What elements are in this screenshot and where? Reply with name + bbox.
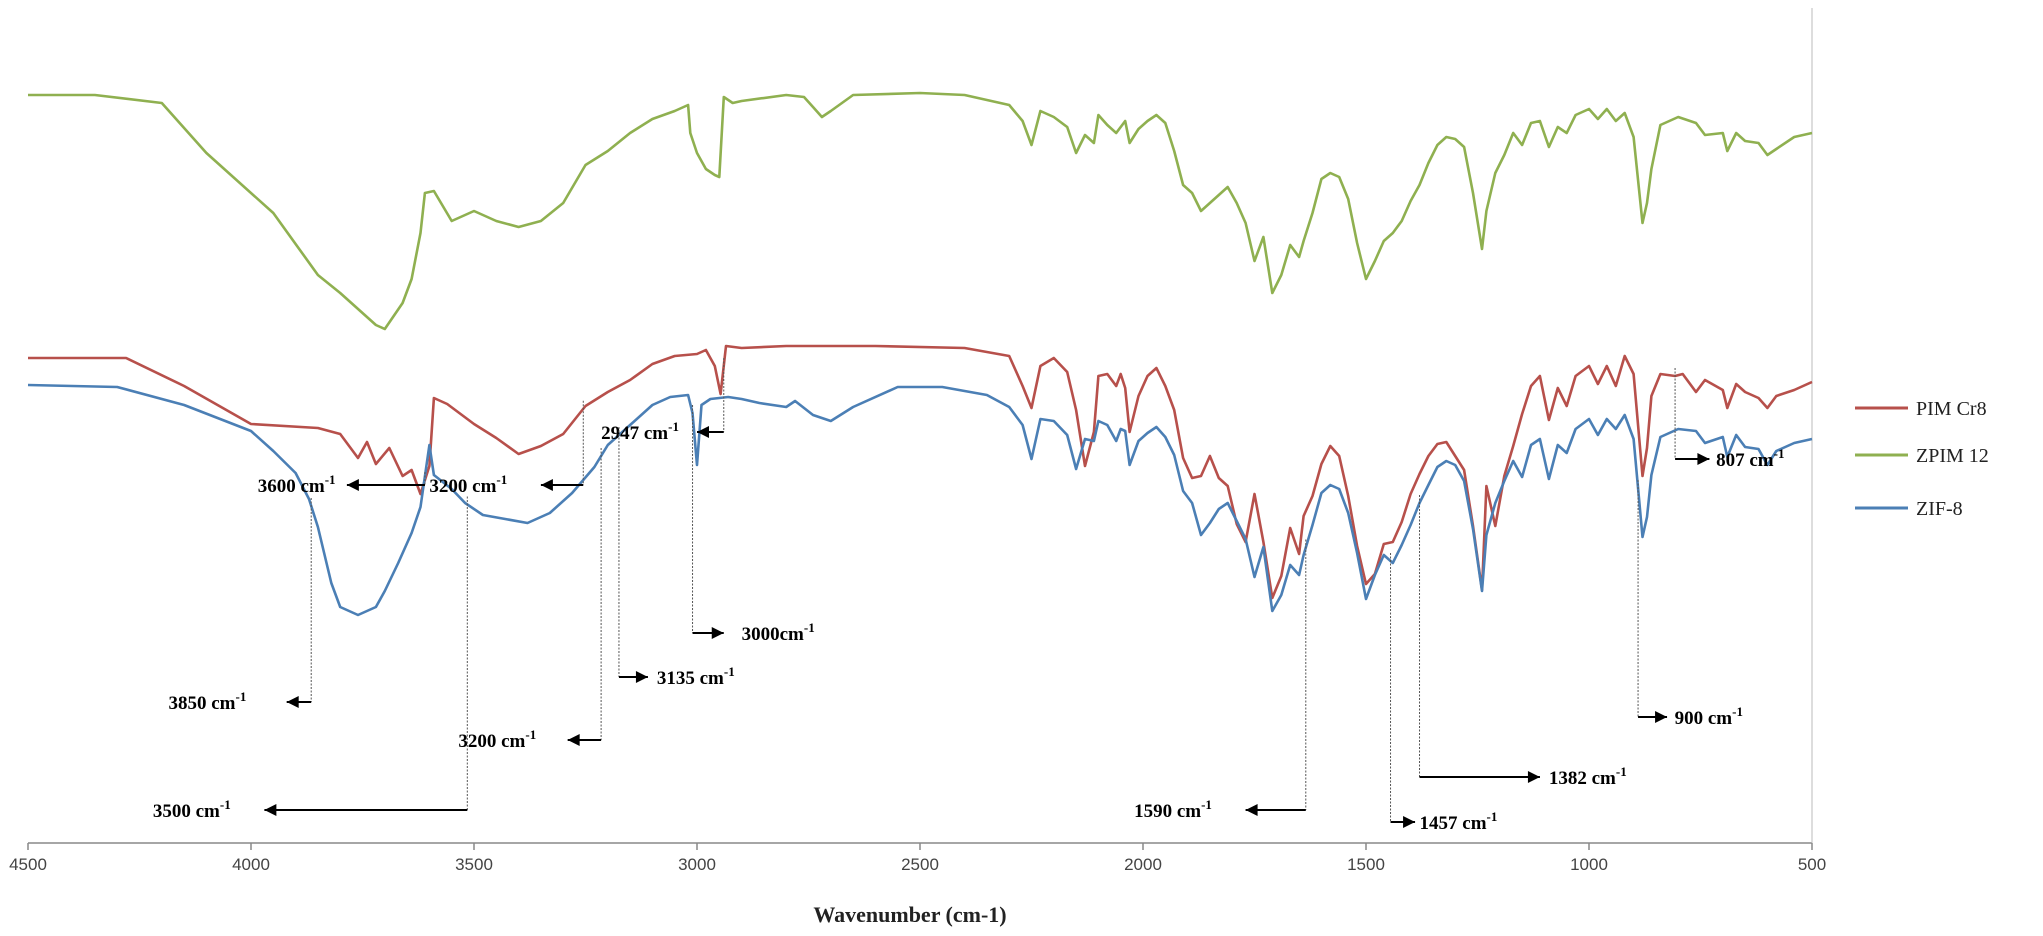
series-line-pim-cr8 xyxy=(28,344,1813,600)
annotation-sup: -1 xyxy=(724,664,735,679)
legend-item: ZPIM 12 xyxy=(1855,445,1989,467)
annotation-label: 1382 cm-1 xyxy=(1549,764,1627,789)
annotation-label: 3850 cm-1 xyxy=(168,689,246,714)
annotation-label: 1457 cm-1 xyxy=(1420,809,1498,834)
annotation-sup: -1 xyxy=(496,472,507,487)
annotation-label: 3200 cm-1 xyxy=(429,472,507,497)
arrow-head xyxy=(1527,771,1540,783)
peak-annotation: 3200 cm-1 xyxy=(458,448,602,752)
annotation-label: 3200 cm-1 xyxy=(458,727,536,752)
arrow-head xyxy=(1697,453,1710,465)
annotation-sup: -1 xyxy=(325,472,336,487)
series-line-zif-8 xyxy=(27,383,1813,617)
annotation-label: 3500 cm-1 xyxy=(153,797,231,822)
peak-annotation: 3135 cm-1 xyxy=(618,427,735,689)
x-tick-label: 3000 xyxy=(678,855,716,874)
arrow-head xyxy=(264,804,277,816)
series-line-zpim-12 xyxy=(28,91,1813,331)
annotation-label: 807 cm-1 xyxy=(1716,446,1784,471)
annotation-sup: -1 xyxy=(804,620,815,635)
arrow-head xyxy=(635,671,648,683)
x-tick-label: 2000 xyxy=(1124,855,1162,874)
annotation-label: 3135 cm-1 xyxy=(657,664,735,689)
annotation-label: 2947 cm-1 xyxy=(601,419,679,444)
x-tick-label: 4000 xyxy=(232,855,270,874)
peak-annotation: 1590 cm-1 xyxy=(1134,539,1307,822)
legend-label: ZIF-8 xyxy=(1916,498,1963,520)
x-tick-label: 3500 xyxy=(455,855,493,874)
annotation-label: 900 cm-1 xyxy=(1675,704,1743,729)
annotation-sup: -1 xyxy=(525,727,536,742)
x-tick-label: 1000 xyxy=(1570,855,1608,874)
peak-annotation: 2947 cm-1 xyxy=(601,358,725,444)
arrow-head xyxy=(697,426,709,438)
annotation-sup: -1 xyxy=(1616,764,1627,779)
arrow-head xyxy=(540,479,553,491)
annotation-sup: -1 xyxy=(1732,704,1743,719)
annotation-sup: -1 xyxy=(1774,446,1785,461)
arrow-head xyxy=(711,627,724,639)
annotation-layer: 3600 cm-1 3200 cm-1 2947 cm-1 807 cm-1 3000c… xyxy=(153,358,1784,834)
axes: 4500 4000 3500 3000 2500 2000 1500 1000 500 xyxy=(9,8,1826,874)
peak-annotation: 3600 cm-1 xyxy=(258,472,426,497)
arrow-head xyxy=(567,734,580,746)
x-tick-label: 1500 xyxy=(1347,855,1385,874)
annotation-label: 1590 cm-1 xyxy=(1134,797,1212,822)
annotation-label: 3000cm-1 xyxy=(742,620,815,645)
annotation-sup: -1 xyxy=(1201,797,1212,812)
annotation-sup: -1 xyxy=(668,419,679,434)
legend-label: ZPIM 12 xyxy=(1916,445,1989,467)
legend-item: ZIF-8 xyxy=(1855,498,1963,520)
peak-annotation: 807 cm-1 xyxy=(1674,368,1784,471)
arrow-head xyxy=(346,479,359,491)
peak-annotation: 3500 cm-1 xyxy=(153,496,468,822)
peak-annotation: 3000cm-1 xyxy=(692,405,815,645)
x-tick-label: 500 xyxy=(1798,855,1826,874)
peak-annotation: 3200 cm-1 xyxy=(429,400,584,497)
legend-item: PIM Cr8 xyxy=(1855,398,1987,420)
annotation-label: 3600 cm-1 xyxy=(258,472,336,497)
legend: PIM Cr8 ZPIM 12 ZIF-8 xyxy=(1855,398,1989,520)
x-tick-label: 4500 xyxy=(9,855,47,874)
annotation-sup: -1 xyxy=(1487,809,1498,824)
arrow-head xyxy=(286,696,299,708)
legend-label: PIM Cr8 xyxy=(1916,398,1987,420)
annotation-sup: -1 xyxy=(220,797,231,812)
peak-annotation: 1382 cm-1 xyxy=(1419,495,1627,789)
arrow-head xyxy=(1403,816,1416,828)
peak-annotation: 1457 cm-1 xyxy=(1390,553,1498,834)
arrow-head xyxy=(1655,711,1668,723)
peak-annotation: 3850 cm-1 xyxy=(168,498,312,714)
annotation-sup: -1 xyxy=(236,689,247,704)
x-tick-label: 2500 xyxy=(901,855,939,874)
x-axis-title: Wavenumber (cm-1) xyxy=(813,902,1006,927)
peak-annotation: 900 cm-1 xyxy=(1637,480,1743,729)
arrow-head xyxy=(1245,804,1258,816)
series-layer xyxy=(27,91,1813,617)
